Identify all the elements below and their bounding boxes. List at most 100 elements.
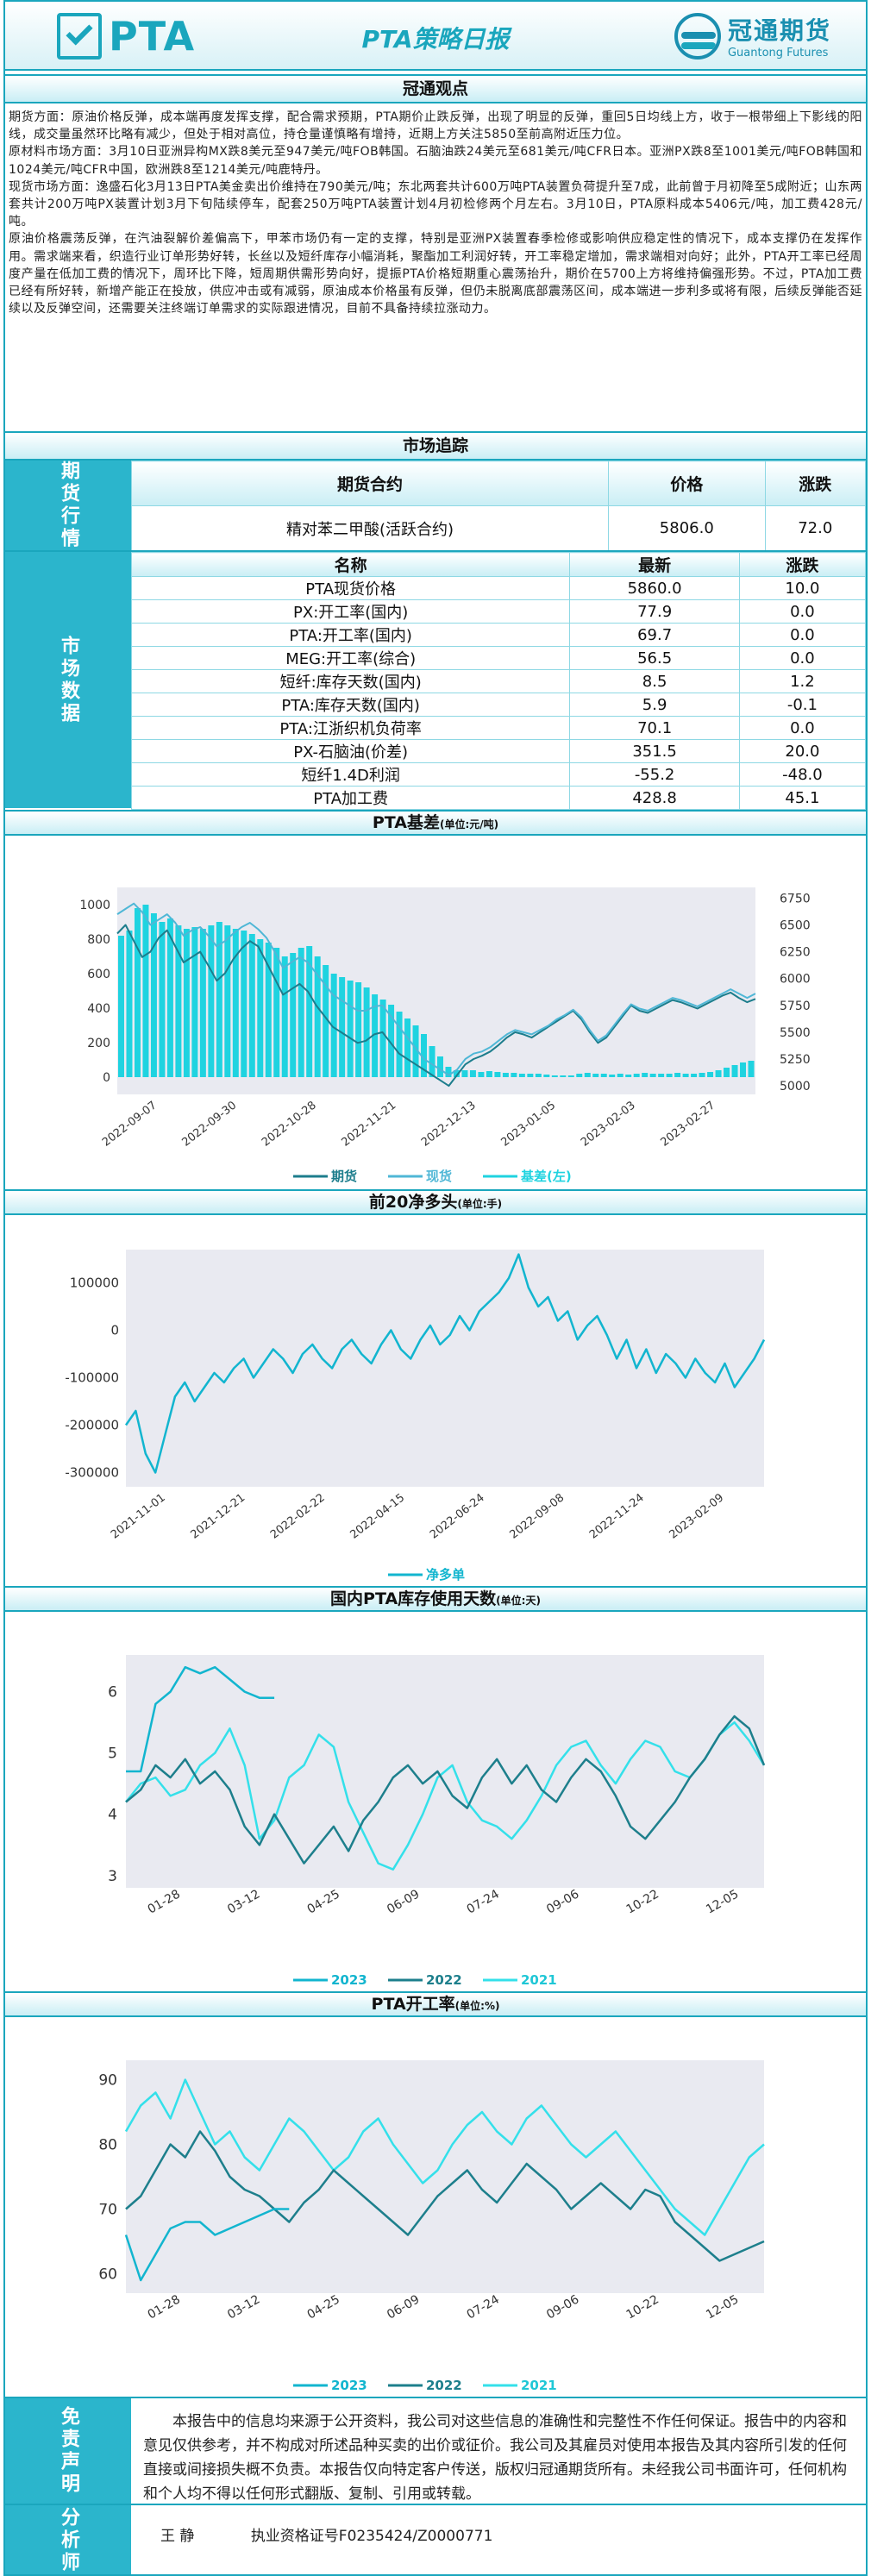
basis-bar [740, 1062, 747, 1077]
market-item-change: 20.0 [738, 739, 866, 763]
basis-bar [355, 982, 362, 1077]
y-tick-label: -100000 [65, 1370, 119, 1386]
market-item-name: PTA:江浙织机负荷率 [130, 716, 571, 740]
chart-unit: (单位:元/吨) [439, 818, 499, 830]
market-item-latest: 351.5 [569, 739, 740, 763]
market-item-latest: 70.1 [569, 716, 740, 740]
basis-bar [216, 922, 222, 1077]
basis-bar [429, 1046, 436, 1077]
basis-bar [281, 956, 288, 1077]
x-tick-label: 09-06 [544, 1887, 581, 1916]
chart-unit: (单位:%) [454, 2000, 500, 2012]
market-item-change: 45.1 [738, 786, 866, 810]
futures-table: 期货合约 价格 涨跌 精对苯二甲酸(活跃合约) 5806.0 72.0 [130, 461, 866, 551]
market-item-name: 短纤:库存天数(国内) [130, 669, 571, 693]
basis-bar [518, 1074, 525, 1077]
operating-rate-chart: 90 80 70 60 01-28 03-12 04-25 06-09 07-24 09-06 10… [5, 2017, 866, 2397]
viewpoint-title-bar: 冠通观点 [5, 74, 866, 103]
market-item-name: PTA:库存天数(国内) [130, 693, 571, 717]
y-right-tick-label: 6000 [780, 973, 811, 987]
market-item-change: 10.0 [738, 576, 866, 600]
inventory-chart-svg: 6 5 4 3 01-28 03-12 04-25 06-09 07-24 09-06 10-22 1… [108, 1655, 766, 1988]
market-side-label: 市场数据 [5, 552, 131, 808]
futures-line [116, 924, 756, 1087]
viewpoint-paragraph: 现货市场方面：逸盛石化3月13日PTA美金卖出价维持在790美元/吨；东北两套共… [9, 179, 862, 229]
x-tick-label: 2022-09-08 [507, 1491, 567, 1541]
table-row: 精对苯二甲酸(活跃合约) 5806.0 72.0 [130, 505, 866, 551]
x-tick-label: 2022-11-24 [587, 1491, 647, 1541]
x-tick-label: 2022-06-24 [428, 1491, 487, 1541]
basis-bar [592, 1074, 599, 1077]
disclaimer-label: 免责声明 [5, 2398, 131, 2504]
basis-bar [486, 1071, 492, 1077]
pta-logo-text: PTA [109, 13, 196, 60]
basis-bar [208, 925, 215, 1077]
market-item-change: -0.1 [738, 693, 866, 717]
plot-background [126, 1250, 764, 1487]
x-tick-label: 01-28 [146, 1887, 183, 1916]
basis-bar [560, 1075, 567, 1077]
basis-bar [323, 965, 329, 1077]
basis-bar [600, 1074, 607, 1077]
basis-bar [175, 925, 182, 1077]
basis-bar [543, 1075, 550, 1077]
viewpoint-paragraph: 原材料市场方面：3月10日亚洲异构MX跌8美元至947美元/吨FOB韩国。石脑油… [9, 145, 862, 177]
market-item-latest: 428.8 [569, 786, 740, 810]
legend-label: 2023 [331, 2378, 367, 2393]
basis-bar [642, 1073, 649, 1077]
basis-bar [379, 1000, 386, 1077]
series-2022-line [125, 2130, 765, 2262]
basis-bar [625, 1075, 632, 1077]
viewpoint-paragraph: 期货方面：原油价格反弹，成本端再度发挥支撑，配合需求预期，PTA期价止跌反弹，出… [9, 110, 862, 142]
legend-label: 现货 [426, 1169, 452, 1184]
basis-bar [118, 936, 124, 1077]
series-2021-line [124, 2078, 765, 2236]
market-item-name: MEG:开工率(综合) [130, 646, 571, 670]
basis-bar [339, 977, 346, 1077]
market-item-name: PX:开工率(国内) [130, 599, 571, 624]
basis-bar [461, 1070, 468, 1077]
report-page: PTA PTA策略日报 冠通期货 Guantong Futures 冠通观点 期… [3, 0, 868, 2576]
basis-bar [142, 905, 149, 1077]
series-2021-line [125, 1720, 766, 1871]
futures-contract: 精对苯二甲酸(活跃合约) [130, 505, 610, 551]
x-tick-label: 10-22 [624, 2292, 661, 2322]
basis-bar [134, 908, 141, 1077]
basis-bar [551, 1075, 558, 1077]
y-right-tick-label: 5500 [780, 1026, 811, 1040]
basis-bar [183, 929, 190, 1077]
table-row: PX:开工率(国内) 77.9 0.0 [130, 599, 866, 624]
basis-bar [330, 974, 337, 1077]
basis-bar [527, 1074, 534, 1077]
legend-label: 基差(左) [520, 1169, 572, 1184]
table-row: PX-石脑油(价差) 351.5 20.0 [130, 739, 866, 763]
basis-bar [576, 1074, 583, 1077]
x-tick-label: 03-12 [225, 2292, 262, 2322]
x-tick-label: 06-09 [385, 1887, 422, 1916]
table-row: PTA加工费 428.8 45.1 [130, 786, 866, 810]
operating-rate-chart-svg: 90 80 70 60 01-28 03-12 04-25 06-09 07-24 09-06 10… [98, 2060, 765, 2393]
basis-bar [494, 1072, 501, 1077]
table-row: PTA:开工率(国内) 69.7 0.0 [130, 623, 866, 647]
inventory-chart-title-bar: 国内PTA库存使用天数(单位:天) [5, 1586, 866, 1612]
basis-bar [724, 1068, 730, 1077]
x-tick-label: 12-05 [704, 1887, 741, 1916]
basis-bar [298, 948, 304, 1077]
y-tick-label: 80 [98, 2137, 117, 2154]
report-title: PTA策略日报 [361, 25, 510, 53]
market-item-change: 0.0 [738, 599, 866, 624]
basis-bar [396, 1012, 403, 1077]
basis-bar [159, 922, 166, 1077]
basis-bar [584, 1073, 591, 1077]
series-2023-line [124, 2208, 290, 2282]
futures-change: 72.0 [764, 505, 866, 551]
x-tick-label: 04-25 [305, 2292, 342, 2322]
x-tick-label: 12-05 [704, 2292, 741, 2322]
plot-background [117, 887, 755, 1094]
market-item-name: 短纤1.4D利润 [130, 762, 571, 787]
table-row: 短纤1.4D利润 -55.2 -48.0 [130, 762, 866, 787]
basis-bar [306, 946, 313, 1077]
x-tick-label: 2022-09-07 [100, 1099, 160, 1149]
x-tick-label: 01-28 [146, 2292, 183, 2322]
basis-bar [150, 913, 157, 1077]
